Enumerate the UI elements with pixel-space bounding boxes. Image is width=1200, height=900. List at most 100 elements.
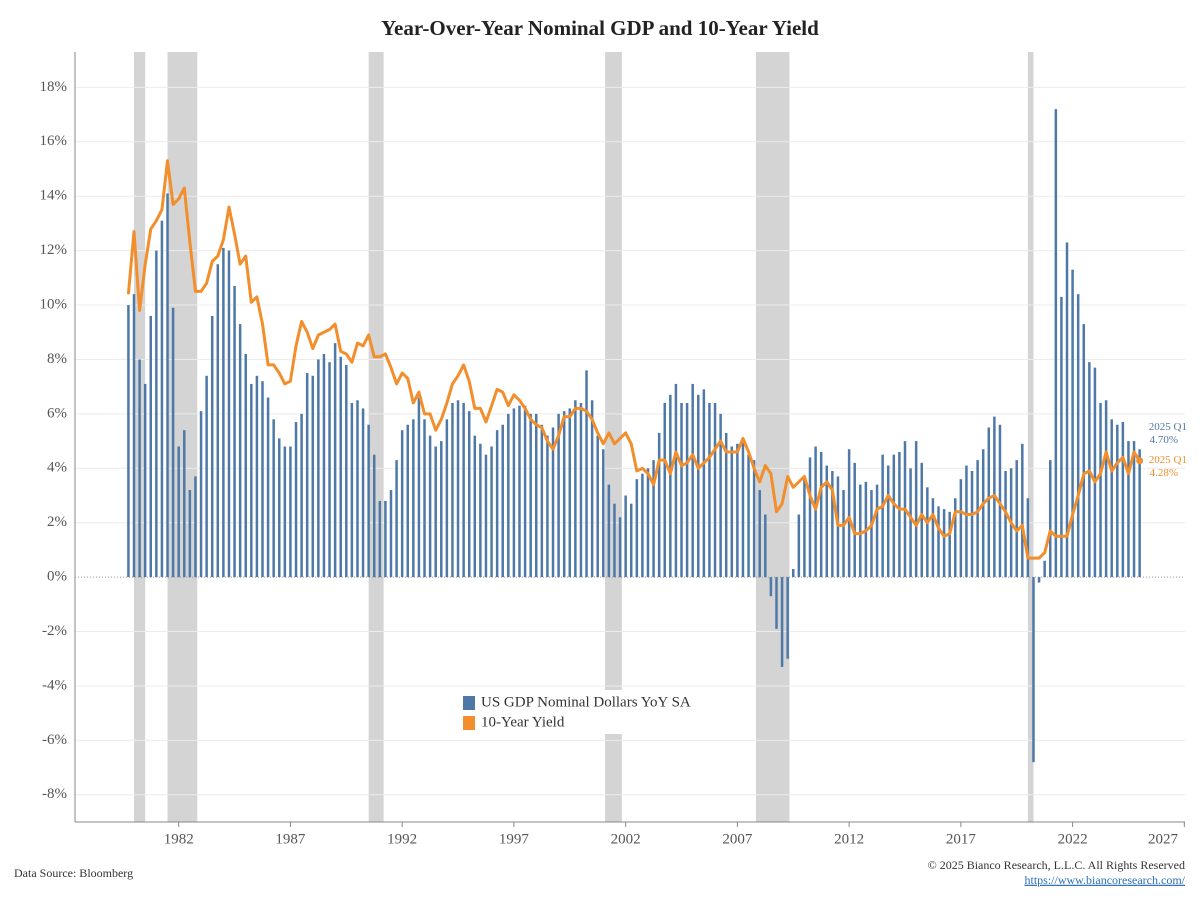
bar: [238, 324, 242, 578]
bar: [708, 402, 711, 578]
bar: [389, 490, 393, 578]
bar: [646, 468, 650, 578]
bar: [713, 402, 717, 578]
bar: [345, 364, 348, 578]
bar: [490, 446, 493, 578]
bar: [1099, 402, 1102, 578]
bar: [602, 449, 605, 578]
bar: [959, 479, 963, 578]
bar: [529, 413, 532, 578]
website-link[interactable]: https://www.biancoresearch.com/: [1024, 873, 1185, 887]
bar: [657, 432, 661, 578]
bar: [892, 454, 896, 578]
bar: [199, 411, 203, 578]
bar: [624, 495, 627, 578]
bar: [898, 451, 901, 578]
bar: [702, 389, 706, 578]
bar: [931, 498, 935, 578]
bar: [641, 473, 644, 578]
y-tick-label: -4%: [42, 677, 67, 693]
bar: [769, 577, 773, 597]
bar: [328, 362, 331, 578]
bar: [250, 383, 253, 578]
legend-swatch: [463, 696, 475, 710]
bar: [847, 449, 851, 578]
bar: [786, 577, 789, 659]
bar: [825, 465, 829, 578]
bar: [574, 400, 577, 578]
bar: [183, 430, 186, 578]
bar: [987, 427, 991, 578]
bar: [1076, 294, 1080, 578]
end-point: [1136, 457, 1144, 465]
bar: [188, 490, 192, 578]
bar: [166, 193, 169, 578]
bar: [400, 430, 404, 578]
bar: [853, 462, 856, 578]
x-tick-label: 2012: [834, 831, 864, 847]
legend-label: 10-Year Yield: [481, 714, 565, 730]
bar: [607, 484, 611, 578]
bar: [495, 430, 499, 578]
bar: [1032, 577, 1035, 763]
bar: [322, 354, 326, 578]
bar: [814, 446, 817, 578]
bar: [909, 468, 912, 578]
bar: [1121, 422, 1125, 578]
bar: [1082, 324, 1086, 578]
bar: [791, 568, 795, 578]
bar: [970, 471, 974, 578]
bar: [333, 343, 337, 578]
bar: [1043, 560, 1046, 578]
bar: [1021, 443, 1024, 578]
bar: [724, 432, 728, 578]
bar: [266, 397, 270, 578]
bar: [680, 402, 683, 578]
bar: [361, 408, 365, 578]
legend-label: US GDP Nominal Dollars YoY SA: [481, 694, 691, 710]
bar: [736, 443, 739, 578]
bar: [758, 490, 761, 578]
bar: [378, 500, 382, 578]
bar: [976, 460, 979, 578]
bar: [886, 465, 890, 578]
bar: [803, 476, 806, 578]
bar: [954, 498, 957, 578]
bar: [635, 479, 639, 578]
y-tick-label: 4%: [47, 460, 67, 476]
bar: [171, 307, 175, 578]
bar: [261, 381, 264, 578]
bar: [1071, 269, 1074, 578]
bar: [406, 424, 410, 578]
yield-line: [126, 159, 1141, 560]
legend-swatch: [463, 716, 475, 730]
bar: [512, 408, 516, 578]
bar: [920, 462, 923, 578]
x-tick-label: 2002: [611, 831, 641, 847]
bar: [752, 460, 756, 578]
y-tick-label: -6%: [42, 732, 67, 748]
bar: [451, 402, 454, 578]
x-tick-label: 2007: [722, 831, 753, 847]
bar: [1093, 367, 1097, 578]
bar: [462, 402, 465, 578]
bar: [1116, 424, 1119, 578]
bar: [870, 490, 873, 578]
bar: [278, 438, 281, 578]
bar: [948, 511, 951, 578]
bar: [434, 446, 437, 578]
bar: [937, 506, 940, 578]
source: Data Source: Bloomberg: [14, 866, 133, 880]
bar: [881, 454, 884, 578]
x-tick-label: 1997: [499, 831, 530, 847]
bar: [764, 514, 767, 578]
bar: [546, 435, 549, 578]
copyright: © 2025 Bianco Research, L.L.C. All Right…: [928, 858, 1185, 872]
bar: [926, 487, 929, 578]
x-tick-label: 1992: [387, 831, 417, 847]
bar: [205, 375, 208, 578]
bar: [311, 375, 315, 578]
bar: [663, 402, 667, 578]
bar: [1037, 577, 1041, 583]
